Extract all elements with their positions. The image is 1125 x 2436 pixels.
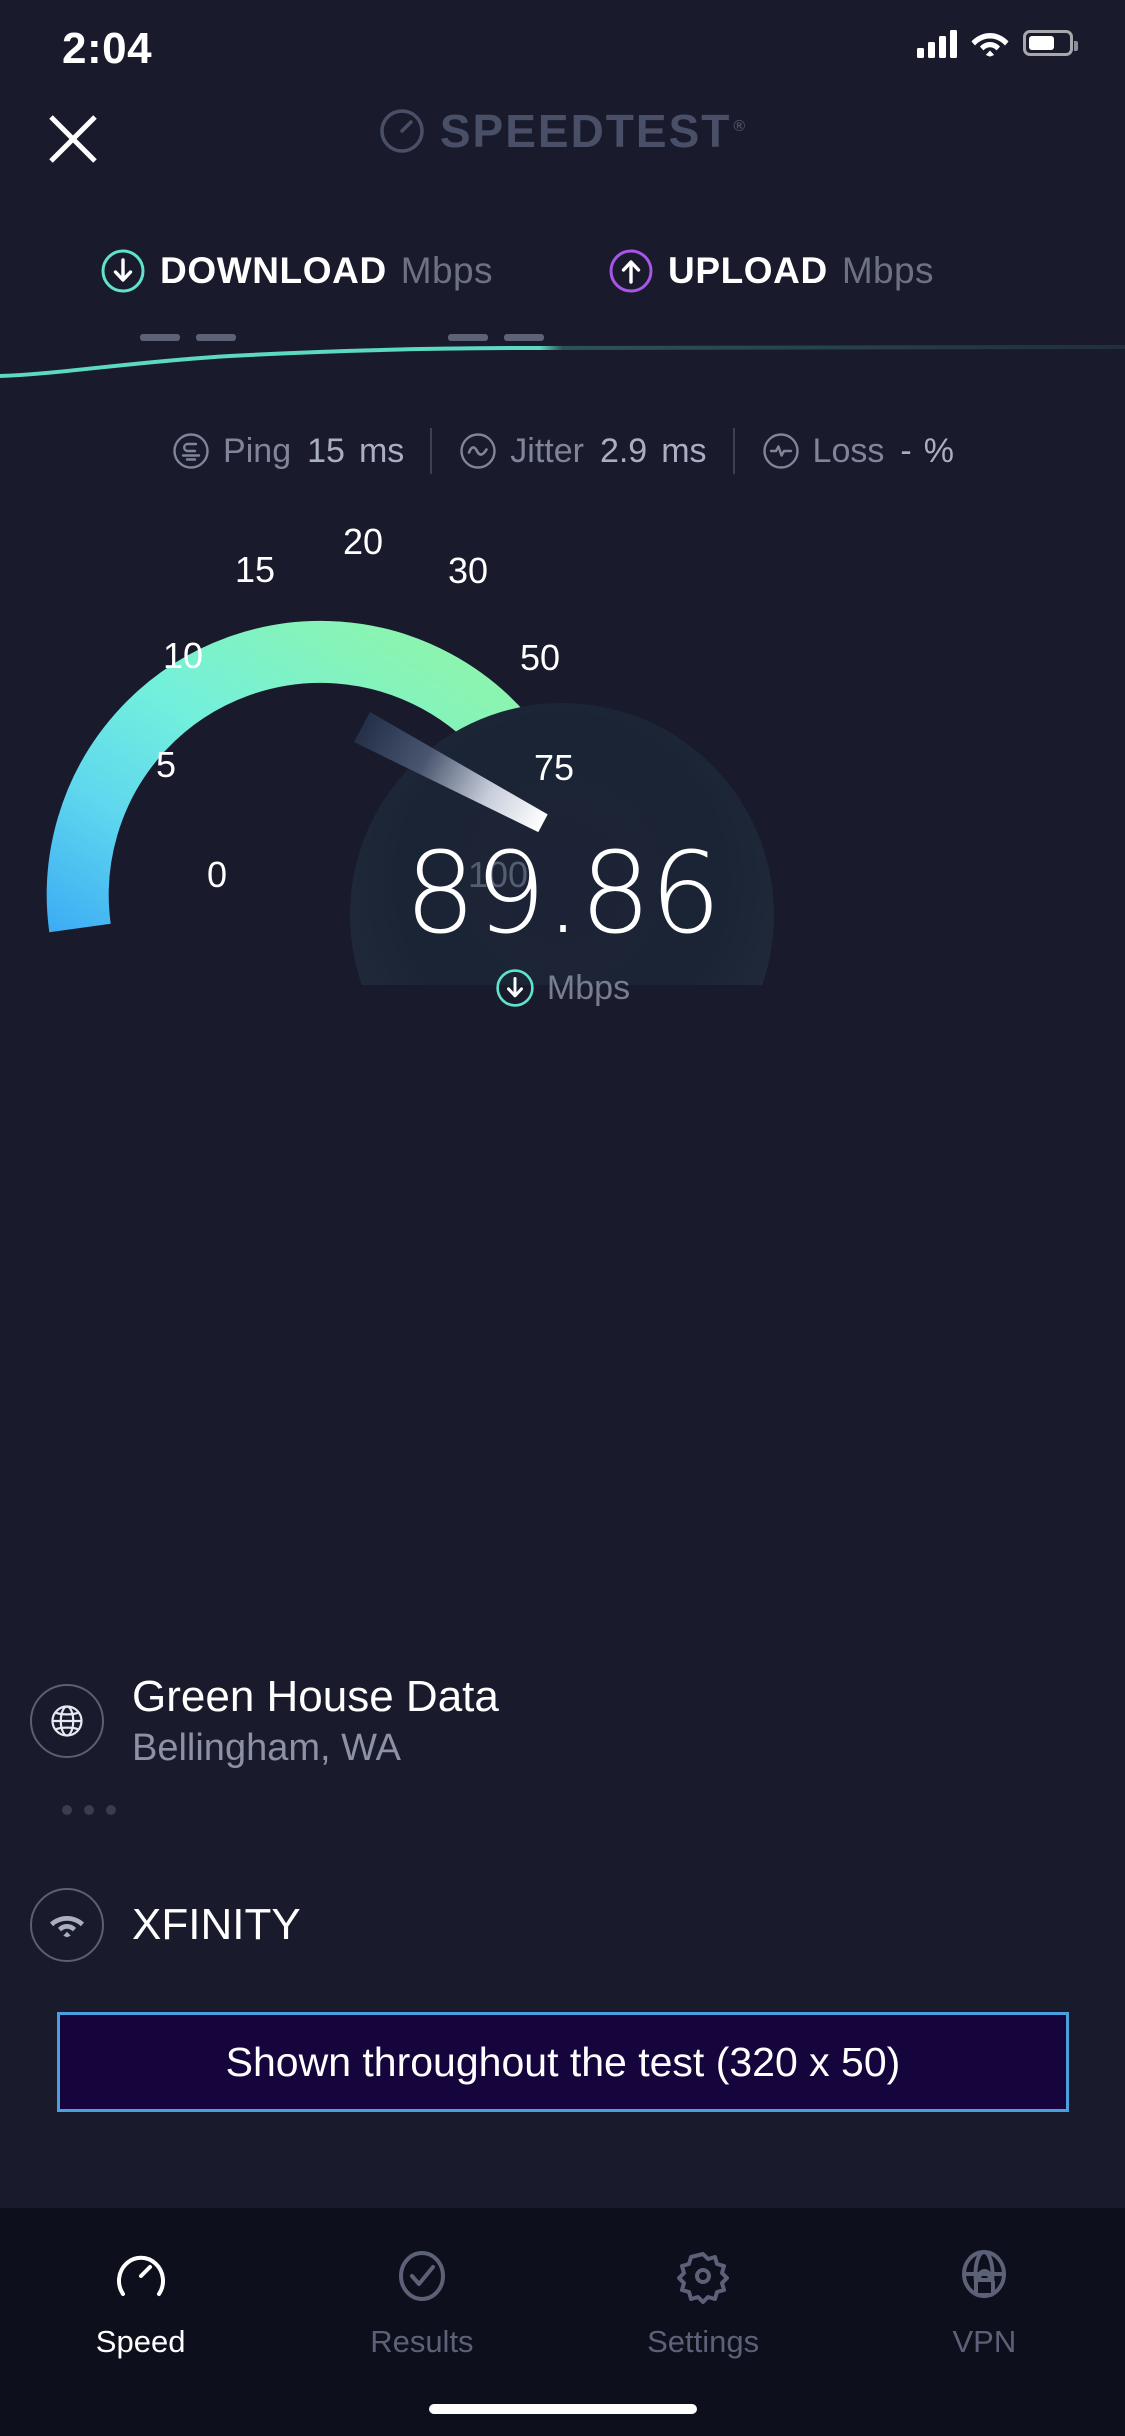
home-indicator — [428, 2404, 697, 2414]
ad-banner[interactable]: Shown throughout the test (320 x 50) — [57, 2012, 1069, 2112]
app-header: SPEEDTEST ® — [0, 96, 1125, 176]
gauge-tick-10: 10 — [163, 635, 203, 676]
status-bar: 2:04 — [0, 0, 1125, 100]
gauge-tick-15: 15 — [235, 549, 275, 590]
brand-logo: SPEEDTEST ® — [0, 104, 1125, 158]
upload-unit: Mbps — [841, 250, 934, 291]
gauge-tick-75: 75 — [534, 747, 574, 788]
speed-unit-row: Mbps — [0, 968, 1125, 1008]
gauge-tick-labels: 0 5 10 15 20 30 50 75 100 — [156, 521, 574, 895]
wifi-icon — [30, 1888, 104, 1962]
upload-label: UPLOAD — [668, 250, 828, 291]
three-dots-icon[interactable] — [62, 1805, 116, 1815]
status-bar-time: 2:04 — [62, 24, 153, 73]
download-value-placeholder — [140, 334, 236, 341]
tab-results-label: Results — [370, 2324, 474, 2359]
isp-row[interactable]: XFINITY — [30, 1888, 301, 1962]
stat-jitter-label: Jitter — [510, 431, 584, 470]
gauge-needle — [354, 711, 548, 833]
tab-speed-label: Speed — [95, 2324, 186, 2359]
stat-ping-label: Ping — [223, 431, 292, 470]
stat-divider — [732, 428, 735, 474]
gauge-tick-50: 50 — [520, 637, 560, 678]
check-circle-icon — [398, 2251, 445, 2301]
ad-banner-text: Shown throughout the test (320 x 50) — [225, 2038, 901, 2085]
gauge-readout: 89.86 Mbps — [0, 838, 1125, 1008]
speed-unit-label: Mbps — [546, 968, 631, 1007]
tab-settings[interactable]: Settings — [563, 2208, 844, 2436]
loss-icon — [762, 433, 799, 469]
stat-ping-unit: ms — [358, 431, 405, 470]
stat-ping-value: 15 — [307, 431, 345, 470]
stat-jitter: Jitter 2.9 ms — [432, 431, 732, 471]
stat-loss-value: - — [900, 431, 912, 470]
speedtest-gauge-logo-icon — [380, 109, 424, 153]
stat-loss-label: Loss — [812, 431, 885, 470]
metrics-row: DOWNLOAD Mbps UPLOAD Mbps — [0, 248, 1125, 368]
status-bar-indicators — [917, 28, 1078, 58]
upload-value-placeholder — [448, 334, 544, 341]
upload-metric: UPLOAD Mbps — [608, 248, 934, 294]
battery-icon — [1023, 30, 1078, 56]
tab-settings-label: Settings — [647, 2324, 760, 2359]
gauge-tick-100: 100 — [468, 854, 528, 895]
server-location: Bellingham, WA — [132, 1727, 401, 1770]
server-name: Green House Data — [132, 1672, 499, 1721]
throughput-graph — [0, 330, 1125, 410]
globe-icon — [30, 1684, 104, 1759]
server-row[interactable]: Green House Data Bellingham, WA — [30, 1672, 499, 1770]
globe-lock-icon — [962, 2250, 1007, 2298]
brand-label: SPEEDTEST — [439, 105, 732, 157]
stat-jitter-value: 2.9 — [599, 431, 648, 470]
speedometer-icon — [116, 2255, 165, 2296]
tab-speed[interactable]: Speed — [0, 2208, 281, 2436]
stat-jitter-unit: ms — [661, 431, 707, 470]
gauge-tick-0: 0 — [207, 854, 227, 895]
gauge-tick-30: 30 — [448, 550, 488, 591]
tab-results[interactable]: Results — [281, 2208, 562, 2436]
download-metric: DOWNLOAD Mbps — [100, 248, 493, 294]
download-arrow-icon — [496, 969, 534, 1007]
tab-vpn-label: VPN — [952, 2324, 1017, 2359]
close-icon[interactable] — [38, 104, 108, 174]
download-unit: Mbps — [400, 250, 493, 291]
wifi-icon — [971, 33, 1009, 57]
download-label: DOWNLOAD — [160, 250, 387, 291]
gauge-tick-20: 20 — [343, 521, 383, 562]
brand-trademark: ® — [733, 117, 748, 135]
ping-icon — [173, 433, 209, 469]
cellular-signal-icon — [917, 28, 957, 58]
connection-stats-row: Ping 15 ms Jitter 2.9 ms Loss - % — [0, 428, 1125, 474]
gauge-tick-5: 5 — [156, 744, 176, 785]
download-arrow-icon — [101, 249, 145, 293]
bottom-tab-bar: Speed Results Settings VPN — [0, 2208, 1125, 2436]
stat-loss: Loss - % — [735, 431, 980, 471]
stat-divider — [430, 428, 433, 474]
upload-arrow-icon — [609, 249, 653, 293]
brand-name: SPEEDTEST ® — [440, 104, 747, 158]
stat-ping: Ping 15 ms — [145, 431, 430, 471]
gear-icon — [677, 2252, 730, 2304]
speed-value: 89.86 — [404, 829, 722, 959]
isp-name: XFINITY — [132, 1900, 301, 1950]
server-text: Green House Data Bellingham, WA — [132, 1672, 499, 1770]
stat-loss-unit: % — [923, 431, 954, 470]
tab-vpn[interactable]: VPN — [844, 2208, 1125, 2436]
jitter-icon — [460, 433, 496, 469]
